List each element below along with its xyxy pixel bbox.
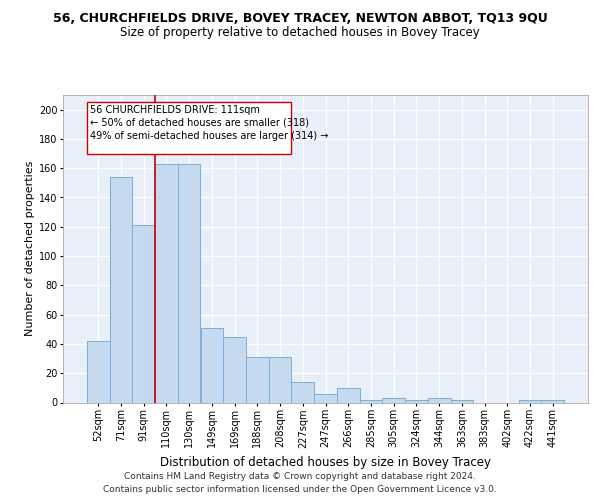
Bar	[155, 164, 178, 402]
Bar	[178, 164, 200, 402]
Bar	[110, 177, 133, 402]
Bar	[359, 400, 382, 402]
Bar	[451, 400, 473, 402]
Bar	[87, 341, 110, 402]
Text: Contains HM Land Registry data © Crown copyright and database right 2024.: Contains HM Land Registry data © Crown c…	[124, 472, 476, 481]
Text: Size of property relative to detached houses in Bovey Tracey: Size of property relative to detached ho…	[120, 26, 480, 39]
Bar	[269, 357, 292, 403]
Bar	[405, 400, 428, 402]
FancyBboxPatch shape	[87, 102, 292, 154]
Bar	[518, 400, 541, 402]
Text: 56, CHURCHFIELDS DRIVE, BOVEY TRACEY, NEWTON ABBOT, TQ13 9QU: 56, CHURCHFIELDS DRIVE, BOVEY TRACEY, NE…	[53, 12, 547, 26]
Bar	[246, 357, 269, 403]
Bar	[200, 328, 223, 402]
Bar	[292, 382, 314, 402]
Bar	[223, 336, 246, 402]
Bar	[541, 400, 564, 402]
Bar	[133, 226, 155, 402]
X-axis label: Distribution of detached houses by size in Bovey Tracey: Distribution of detached houses by size …	[160, 456, 491, 469]
Bar	[337, 388, 359, 402]
Text: Contains public sector information licensed under the Open Government Licence v3: Contains public sector information licen…	[103, 485, 497, 494]
Bar	[314, 394, 337, 402]
Y-axis label: Number of detached properties: Number of detached properties	[25, 161, 35, 336]
Bar	[428, 398, 451, 402]
Bar	[382, 398, 405, 402]
Text: 56 CHURCHFIELDS DRIVE: 111sqm
← 50% of detached houses are smaller (318)
49% of : 56 CHURCHFIELDS DRIVE: 111sqm ← 50% of d…	[90, 104, 329, 141]
